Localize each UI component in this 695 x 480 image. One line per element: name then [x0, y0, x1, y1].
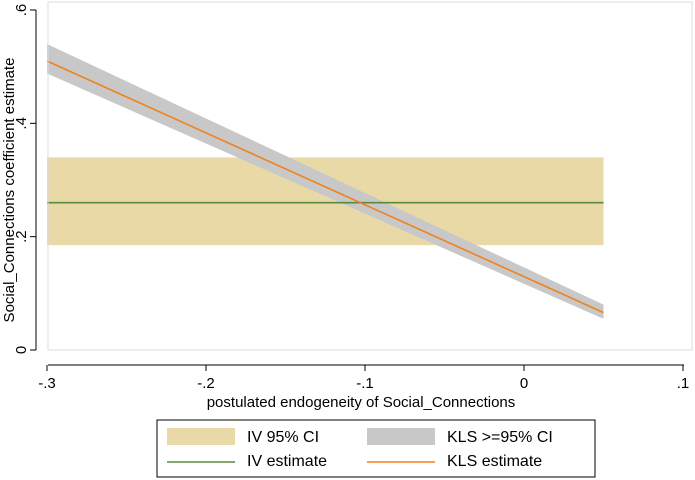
y-tick-label: 0	[13, 346, 30, 354]
plot-frame	[47, 1, 693, 351]
x-tick-label: -.1	[356, 375, 374, 392]
y-tick-label: .6	[13, 4, 30, 17]
legend-label-kls-95-ci: KLS >=95% CI	[447, 429, 553, 446]
y-tick-label: .4	[13, 117, 30, 130]
x-axis-label: postulated endogeneity of Social_Connect…	[207, 394, 516, 411]
x-tick-label: -.2	[197, 375, 215, 392]
x-tick-label: 0	[520, 375, 528, 392]
band-iv-95-ci	[47, 157, 604, 246]
legend-label-iv-estimate: IV estimate	[247, 453, 327, 470]
legend-label-iv-95-ci: IV 95% CI	[247, 429, 319, 446]
legend: IV 95% CI KLS >=95% CI IV estimate KLS esti…	[156, 419, 596, 478]
legend-swatch-iv-95-ci	[167, 428, 235, 445]
x-tick-label: .1	[677, 375, 690, 392]
y-axis-label: Social_Connections coefficient estimate	[1, 58, 18, 323]
legend-swatch-kls-95-ci	[367, 428, 435, 445]
legend-label-kls-estimate: KLS estimate	[447, 453, 542, 470]
line-kls-estimate	[46, 60, 604, 314]
x-tick-label: -.3	[38, 375, 56, 392]
y-tick-label: .2	[13, 230, 30, 243]
axes: -.3 -.2 -.1 0 .1 0 .2 .4 .6	[13, 1, 693, 392]
ci-bands	[47, 44, 604, 319]
estimate-lines	[46, 60, 604, 314]
